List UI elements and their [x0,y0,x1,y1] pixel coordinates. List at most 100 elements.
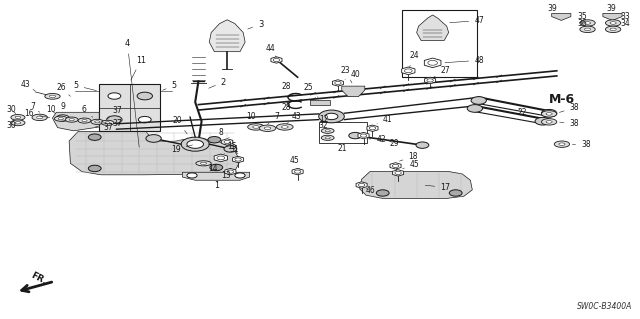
Text: 16: 16 [24,109,50,118]
Ellipse shape [610,22,616,24]
Text: 37: 37 [102,119,122,128]
Ellipse shape [82,120,87,122]
Circle shape [137,92,152,100]
Ellipse shape [541,111,557,117]
Text: 39: 39 [607,4,616,13]
Text: 29: 29 [389,139,399,148]
Circle shape [395,171,401,174]
Text: 48: 48 [445,56,484,65]
Text: 18: 18 [399,152,418,161]
Circle shape [224,140,230,144]
Polygon shape [310,100,330,105]
Text: 32: 32 [319,121,328,130]
Text: 35: 35 [577,12,587,21]
Ellipse shape [546,113,552,115]
Circle shape [235,173,245,178]
Circle shape [187,173,197,178]
Circle shape [187,140,204,148]
Polygon shape [214,154,227,162]
Text: 38: 38 [559,103,579,112]
Text: 46: 46 [366,186,376,195]
Text: 9: 9 [61,102,69,116]
Circle shape [471,97,486,104]
Circle shape [108,93,121,99]
Text: 44: 44 [266,44,276,57]
Circle shape [358,183,365,187]
Ellipse shape [58,118,63,120]
Bar [99,84,160,131]
Polygon shape [392,170,404,176]
Ellipse shape [248,124,264,130]
Ellipse shape [541,119,557,125]
Ellipse shape [196,161,211,166]
Text: 7: 7 [268,112,279,124]
Ellipse shape [78,118,91,123]
Circle shape [88,165,101,172]
Text: 43: 43 [287,112,301,124]
Text: M-6: M-6 [549,93,575,106]
Circle shape [392,164,399,167]
Text: 2: 2 [209,78,226,88]
Polygon shape [552,13,571,20]
Text: 25: 25 [304,83,318,98]
Polygon shape [424,77,436,84]
Text: SW0C-B3400A: SW0C-B3400A [577,302,632,311]
Polygon shape [332,80,344,86]
Polygon shape [182,172,250,180]
Polygon shape [603,13,622,20]
Text: 38: 38 [572,140,591,149]
Circle shape [56,115,69,121]
Text: 5: 5 [74,81,97,91]
Circle shape [360,134,367,137]
Circle shape [427,79,433,82]
Ellipse shape [200,162,207,164]
Ellipse shape [11,115,25,120]
Polygon shape [209,20,245,52]
Circle shape [325,113,338,120]
Circle shape [235,158,241,161]
Circle shape [449,190,462,196]
Text: 41: 41 [377,115,392,124]
Circle shape [369,127,376,130]
Text: 11: 11 [131,56,146,80]
Polygon shape [69,131,240,175]
Text: 37: 37 [108,106,122,119]
Circle shape [319,110,344,123]
Circle shape [335,81,341,85]
Text: 27: 27 [434,66,450,77]
Polygon shape [360,172,472,198]
Text: 12: 12 [319,115,328,124]
Text: 17: 17 [425,183,451,192]
Ellipse shape [325,130,330,132]
Polygon shape [221,139,233,145]
Text: 6: 6 [82,105,93,117]
Ellipse shape [580,20,595,26]
Text: 38: 38 [559,119,579,128]
Ellipse shape [32,114,47,121]
Ellipse shape [610,28,616,31]
Polygon shape [424,58,441,68]
Ellipse shape [259,125,276,131]
Circle shape [208,137,221,143]
Text: 3: 3 [248,20,263,29]
Circle shape [416,142,429,148]
Ellipse shape [264,127,271,130]
Ellipse shape [605,26,621,33]
Text: 45: 45 [289,156,300,168]
Text: 47: 47 [449,16,484,25]
Ellipse shape [91,119,104,124]
Circle shape [138,116,151,123]
Text: 34: 34 [621,19,630,27]
Text: 30: 30 [6,121,16,130]
Text: 22: 22 [517,108,527,117]
Ellipse shape [321,128,334,133]
Text: 45: 45 [403,160,419,169]
Text: 4: 4 [125,39,140,147]
Circle shape [227,170,234,173]
Circle shape [273,58,280,62]
Text: 28: 28 [282,103,291,112]
Ellipse shape [36,116,43,119]
Text: 31: 31 [229,145,239,154]
Ellipse shape [69,119,74,121]
Polygon shape [271,57,282,63]
